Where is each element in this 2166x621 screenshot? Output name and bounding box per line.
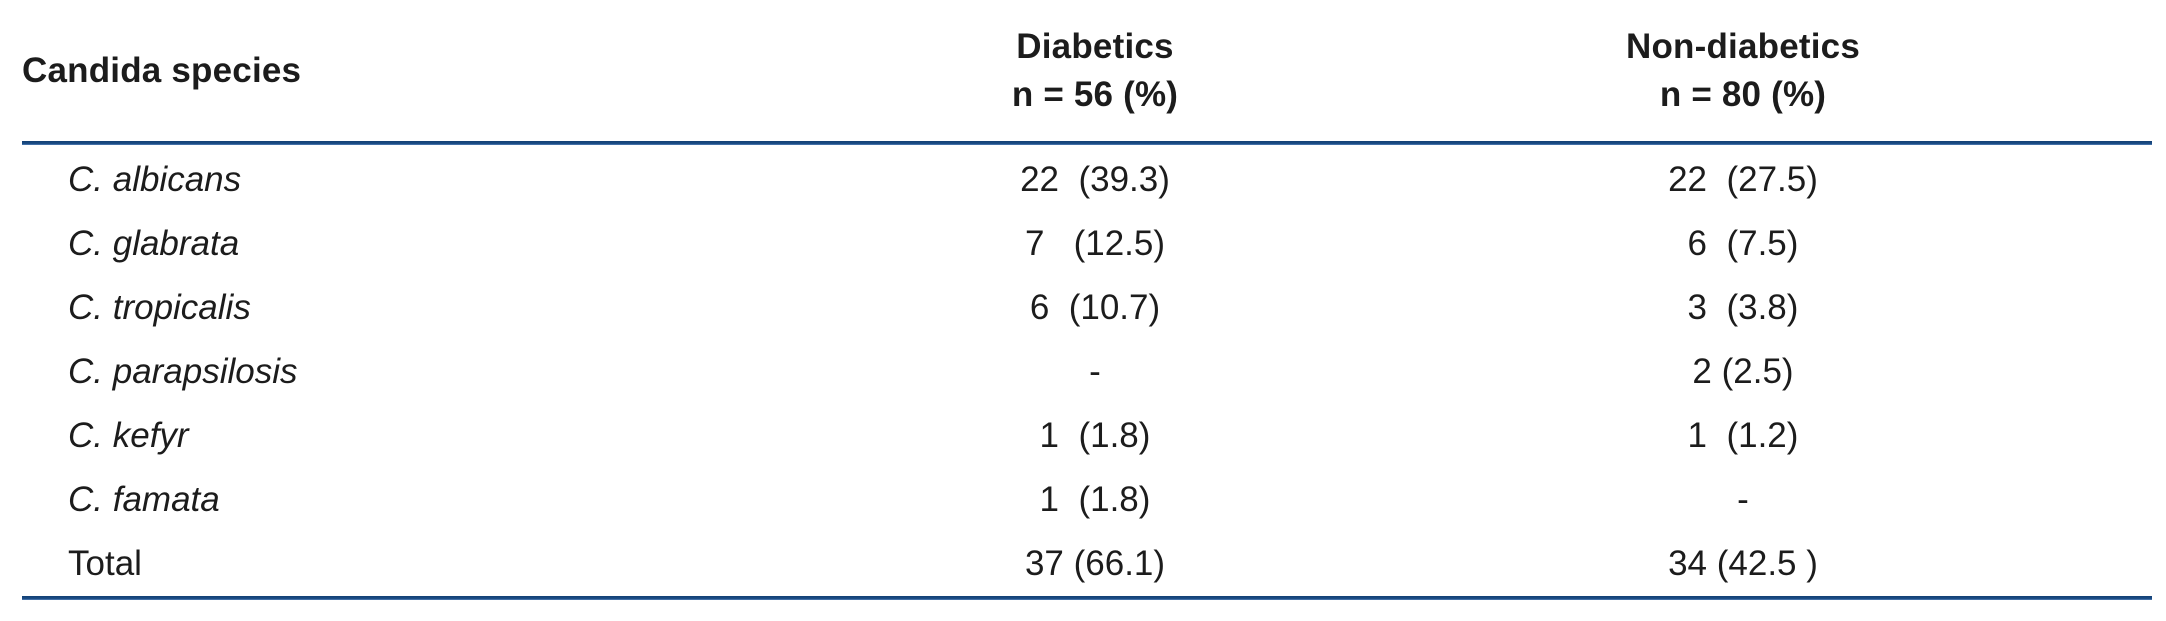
diabetics-value: 7 (12.5) bbox=[1024, 224, 1166, 263]
species-name: C. tropicalis bbox=[68, 288, 251, 327]
table-body: C. albicans 22 (39.3) 22 (27.5) C. glabr… bbox=[0, 148, 2166, 596]
table-header-row: Candida species Diabetics n = 56 (%) Non… bbox=[0, 0, 2166, 141]
table-row-c-glabrata: C. glabrata 7 (12.5) 6 (7.5) bbox=[0, 212, 2166, 276]
non-diabetics-total-value: 34 (42.5 ) bbox=[1668, 544, 1818, 583]
species-name: C. albicans bbox=[68, 160, 242, 199]
diabetics-total-value: 37 (66.1) bbox=[1024, 544, 1166, 583]
non-diabetics-value: 3 (3.8) bbox=[1687, 288, 1799, 327]
table-row-total: Total 37 (66.1) 34 (42.5 ) bbox=[0, 532, 2166, 596]
column-header-non-diabetics-label: Non-diabetics bbox=[1625, 26, 1860, 66]
non-diabetics-value: 6 (7.5) bbox=[1687, 224, 1799, 263]
species-name: C. parapsilosis bbox=[68, 352, 298, 391]
column-header-species: Candida species bbox=[22, 50, 302, 90]
diabetics-value: 1 (1.8) bbox=[1039, 416, 1151, 455]
bottom-rule bbox=[22, 596, 2152, 600]
column-header-non-diabetics: Non-diabetics n = 80 (%) bbox=[1280, 23, 2166, 119]
column-header-diabetics-n: n = 56 (%) bbox=[1011, 74, 1179, 114]
non-diabetics-value: 22 (27.5) bbox=[1668, 160, 1818, 199]
table-row-c-albicans: C. albicans 22 (39.3) 22 (27.5) bbox=[0, 148, 2166, 212]
species-name: C. famata bbox=[68, 480, 220, 519]
top-rule bbox=[22, 141, 2152, 145]
column-header-diabetics-label: Diabetics bbox=[1016, 26, 1174, 66]
non-diabetics-value: 2 (2.5) bbox=[1692, 352, 1794, 391]
table-row-c-famata: C. famata 1 (1.8) - bbox=[0, 468, 2166, 532]
column-header-non-diabetics-n: n = 80 (%) bbox=[1659, 74, 1827, 114]
table-row-c-kefyr: C. kefyr 1 (1.8) 1 (1.2) bbox=[0, 404, 2166, 468]
species-name: C. kefyr bbox=[68, 416, 189, 455]
diabetics-value: 6 (10.7) bbox=[1029, 288, 1161, 327]
diabetics-value: 1 (1.8) bbox=[1039, 480, 1151, 519]
table-row-c-parapsilosis: C. parapsilosis - 2 (2.5) bbox=[0, 340, 2166, 404]
species-name: C. glabrata bbox=[68, 224, 240, 263]
column-header-diabetics: Diabetics n = 56 (%) bbox=[910, 23, 1280, 119]
non-diabetics-value: - bbox=[1737, 480, 1749, 519]
total-label: Total bbox=[68, 544, 142, 583]
diabetics-value: - bbox=[1089, 352, 1101, 391]
diabetics-value: 22 (39.3) bbox=[1020, 160, 1170, 199]
table-row-c-tropicalis: C. tropicalis 6 (10.7) 3 (3.8) bbox=[0, 276, 2166, 340]
non-diabetics-value: 1 (1.2) bbox=[1687, 416, 1799, 455]
